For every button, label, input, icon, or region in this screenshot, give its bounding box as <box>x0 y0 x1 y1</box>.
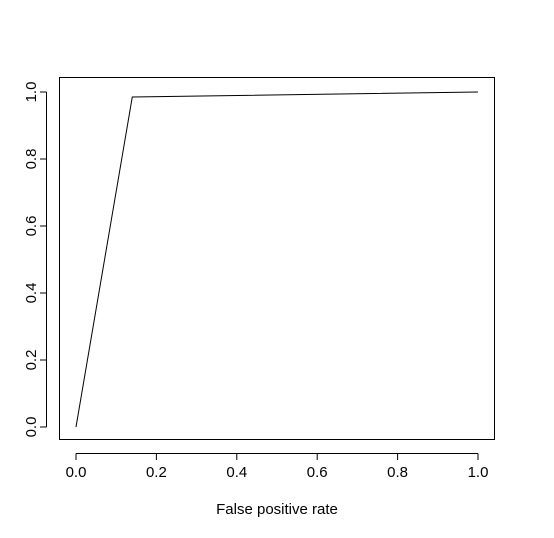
roc-curve-line <box>75 91 479 428</box>
y-tick-label: 0.6 <box>23 216 40 237</box>
y-tick-label: 0.2 <box>23 350 40 371</box>
x-tick-label: 0.0 <box>66 464 87 481</box>
y-axis: 0.0 0.2 0.4 0.6 0.8 1.0 <box>23 82 47 438</box>
x-tick-label: 0.4 <box>226 464 247 481</box>
y-tick-label: 0.0 <box>23 417 40 438</box>
plot-box <box>59 77 495 440</box>
x-tick-label: 0.2 <box>146 464 167 481</box>
x-axis: 0.0 0.2 0.4 0.6 0.8 1.0 <box>66 453 489 481</box>
x-tick-label: 0.6 <box>307 464 328 481</box>
y-tick-label: 1.0 <box>23 82 40 103</box>
x-tick-label: 0.8 <box>387 464 408 481</box>
x-tick-label: 1.0 <box>468 464 489 481</box>
y-tick-label: 0.8 <box>23 149 40 170</box>
series-layer <box>75 91 479 428</box>
x-axis-label: False positive rate <box>216 501 338 518</box>
y-tick-label: 0.4 <box>23 283 40 304</box>
